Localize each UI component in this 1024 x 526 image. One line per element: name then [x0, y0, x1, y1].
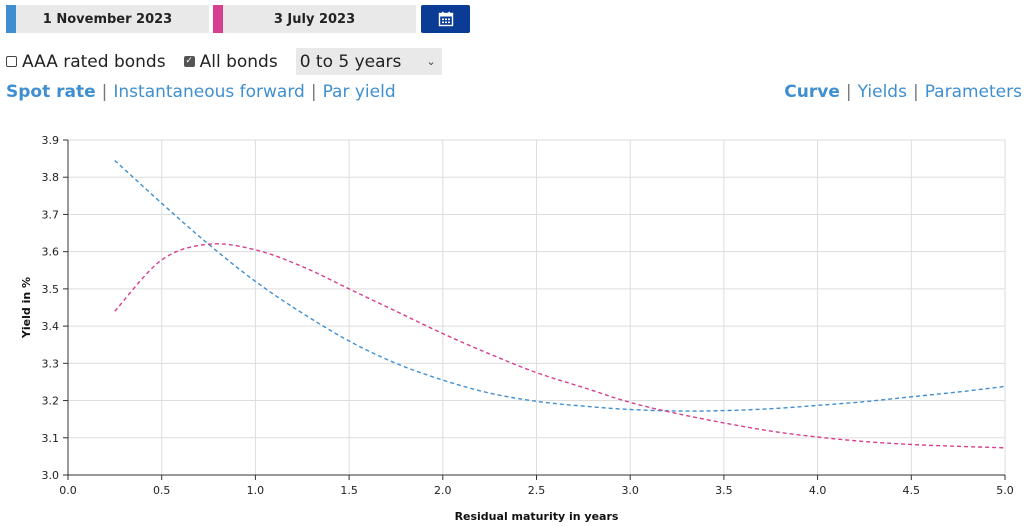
y-tick-label: 3.4: [42, 320, 60, 333]
aaa-checkbox-label: AAA rated bonds: [22, 51, 166, 72]
display-mode-nav: Curve | Yields | Parameters: [784, 82, 1022, 102]
nav-separator: |: [845, 82, 852, 102]
date-button-second[interactable]: 3 July 2023: [213, 5, 416, 33]
aaa-bonds-checkbox[interactable]: AAA rated bonds: [6, 52, 166, 72]
y-axis-title: Yield in %: [20, 277, 33, 339]
tab-instantaneous-forward[interactable]: Instantaneous forward: [113, 82, 305, 102]
x-tick-label: 0.5: [153, 484, 171, 497]
options-row: AAA rated bonds ✓ All bonds 0 to 5 years…: [6, 48, 442, 75]
tab-parameters[interactable]: Parameters: [924, 82, 1022, 102]
y-tick-label: 3.5: [42, 283, 60, 296]
x-tick-label: 4.5: [903, 484, 921, 497]
chevron-down-icon: ⌄: [426, 55, 436, 68]
tab-spot-rate[interactable]: Spot rate: [6, 82, 96, 102]
date-color-marker-second: [213, 5, 223, 33]
x-tick-label: 3.5: [715, 484, 733, 497]
y-tick-label: 3.8: [42, 171, 60, 184]
rate-type-nav: Spot rate | Instantaneous forward | Par yiel…: [6, 82, 396, 102]
y-tick-label: 3.3: [42, 357, 60, 370]
x-tick-label: 3.0: [621, 484, 639, 497]
tab-par-yield[interactable]: Par yield: [322, 82, 396, 102]
date-label-first: 1 November 2023: [42, 11, 173, 27]
x-tick-label: 2.0: [434, 484, 452, 497]
tab-curve[interactable]: Curve: [784, 82, 840, 102]
nav-separator: |: [101, 82, 108, 102]
x-tick-label: 5.0: [996, 484, 1014, 497]
y-tick-label: 3.1: [42, 432, 60, 445]
x-tick-label: 0.0: [59, 484, 77, 497]
date-label-second: 3 July 2023: [273, 11, 356, 27]
x-tick-label: 1.0: [247, 484, 265, 497]
series-line-2: [114, 243, 1006, 449]
series-line-1: [114, 159, 1006, 412]
nav-separator: |: [310, 82, 317, 102]
y-tick-label: 3.7: [42, 208, 60, 221]
y-tick-label: 3.2: [42, 395, 60, 408]
aaa-checkbox-box[interactable]: [6, 56, 17, 67]
y-tick-label: 3.6: [42, 246, 60, 259]
y-tick-label: 3.0: [42, 469, 60, 482]
y-tick-label: 3.9: [42, 134, 60, 147]
nav-separator: |: [912, 82, 919, 102]
date-color-marker-first: [6, 5, 16, 33]
x-tick-label: 4.0: [809, 484, 827, 497]
yield-curve-chart: 0.0 0.5 1.0 1.5 2.0 2.5 3.0 3.5 4.0 4.5 5.0 3.0 3.1 3…: [20, 134, 1014, 523]
x-tick-label: 1.5: [340, 484, 358, 497]
maturity-range-value: 0 to 5 years: [299, 51, 402, 72]
x-axis-title: Residual maturity in years: [455, 510, 619, 523]
all-bonds-checkbox[interactable]: ✓ All bonds: [183, 51, 278, 72]
date-selector: 1 November 2023 3 July 2023: [6, 5, 470, 33]
x-tick-label: 2.5: [528, 484, 546, 497]
calendar-button[interactable]: [421, 5, 470, 33]
tab-yields[interactable]: Yields: [857, 82, 907, 102]
all-checkbox-box[interactable]: ✓: [183, 56, 195, 67]
calendar-icon: [438, 11, 453, 27]
all-checkbox-label: All bonds: [199, 51, 278, 72]
maturity-range-select[interactable]: 0 to 5 years ⌄: [295, 48, 442, 75]
date-button-first[interactable]: 1 November 2023: [6, 5, 209, 33]
